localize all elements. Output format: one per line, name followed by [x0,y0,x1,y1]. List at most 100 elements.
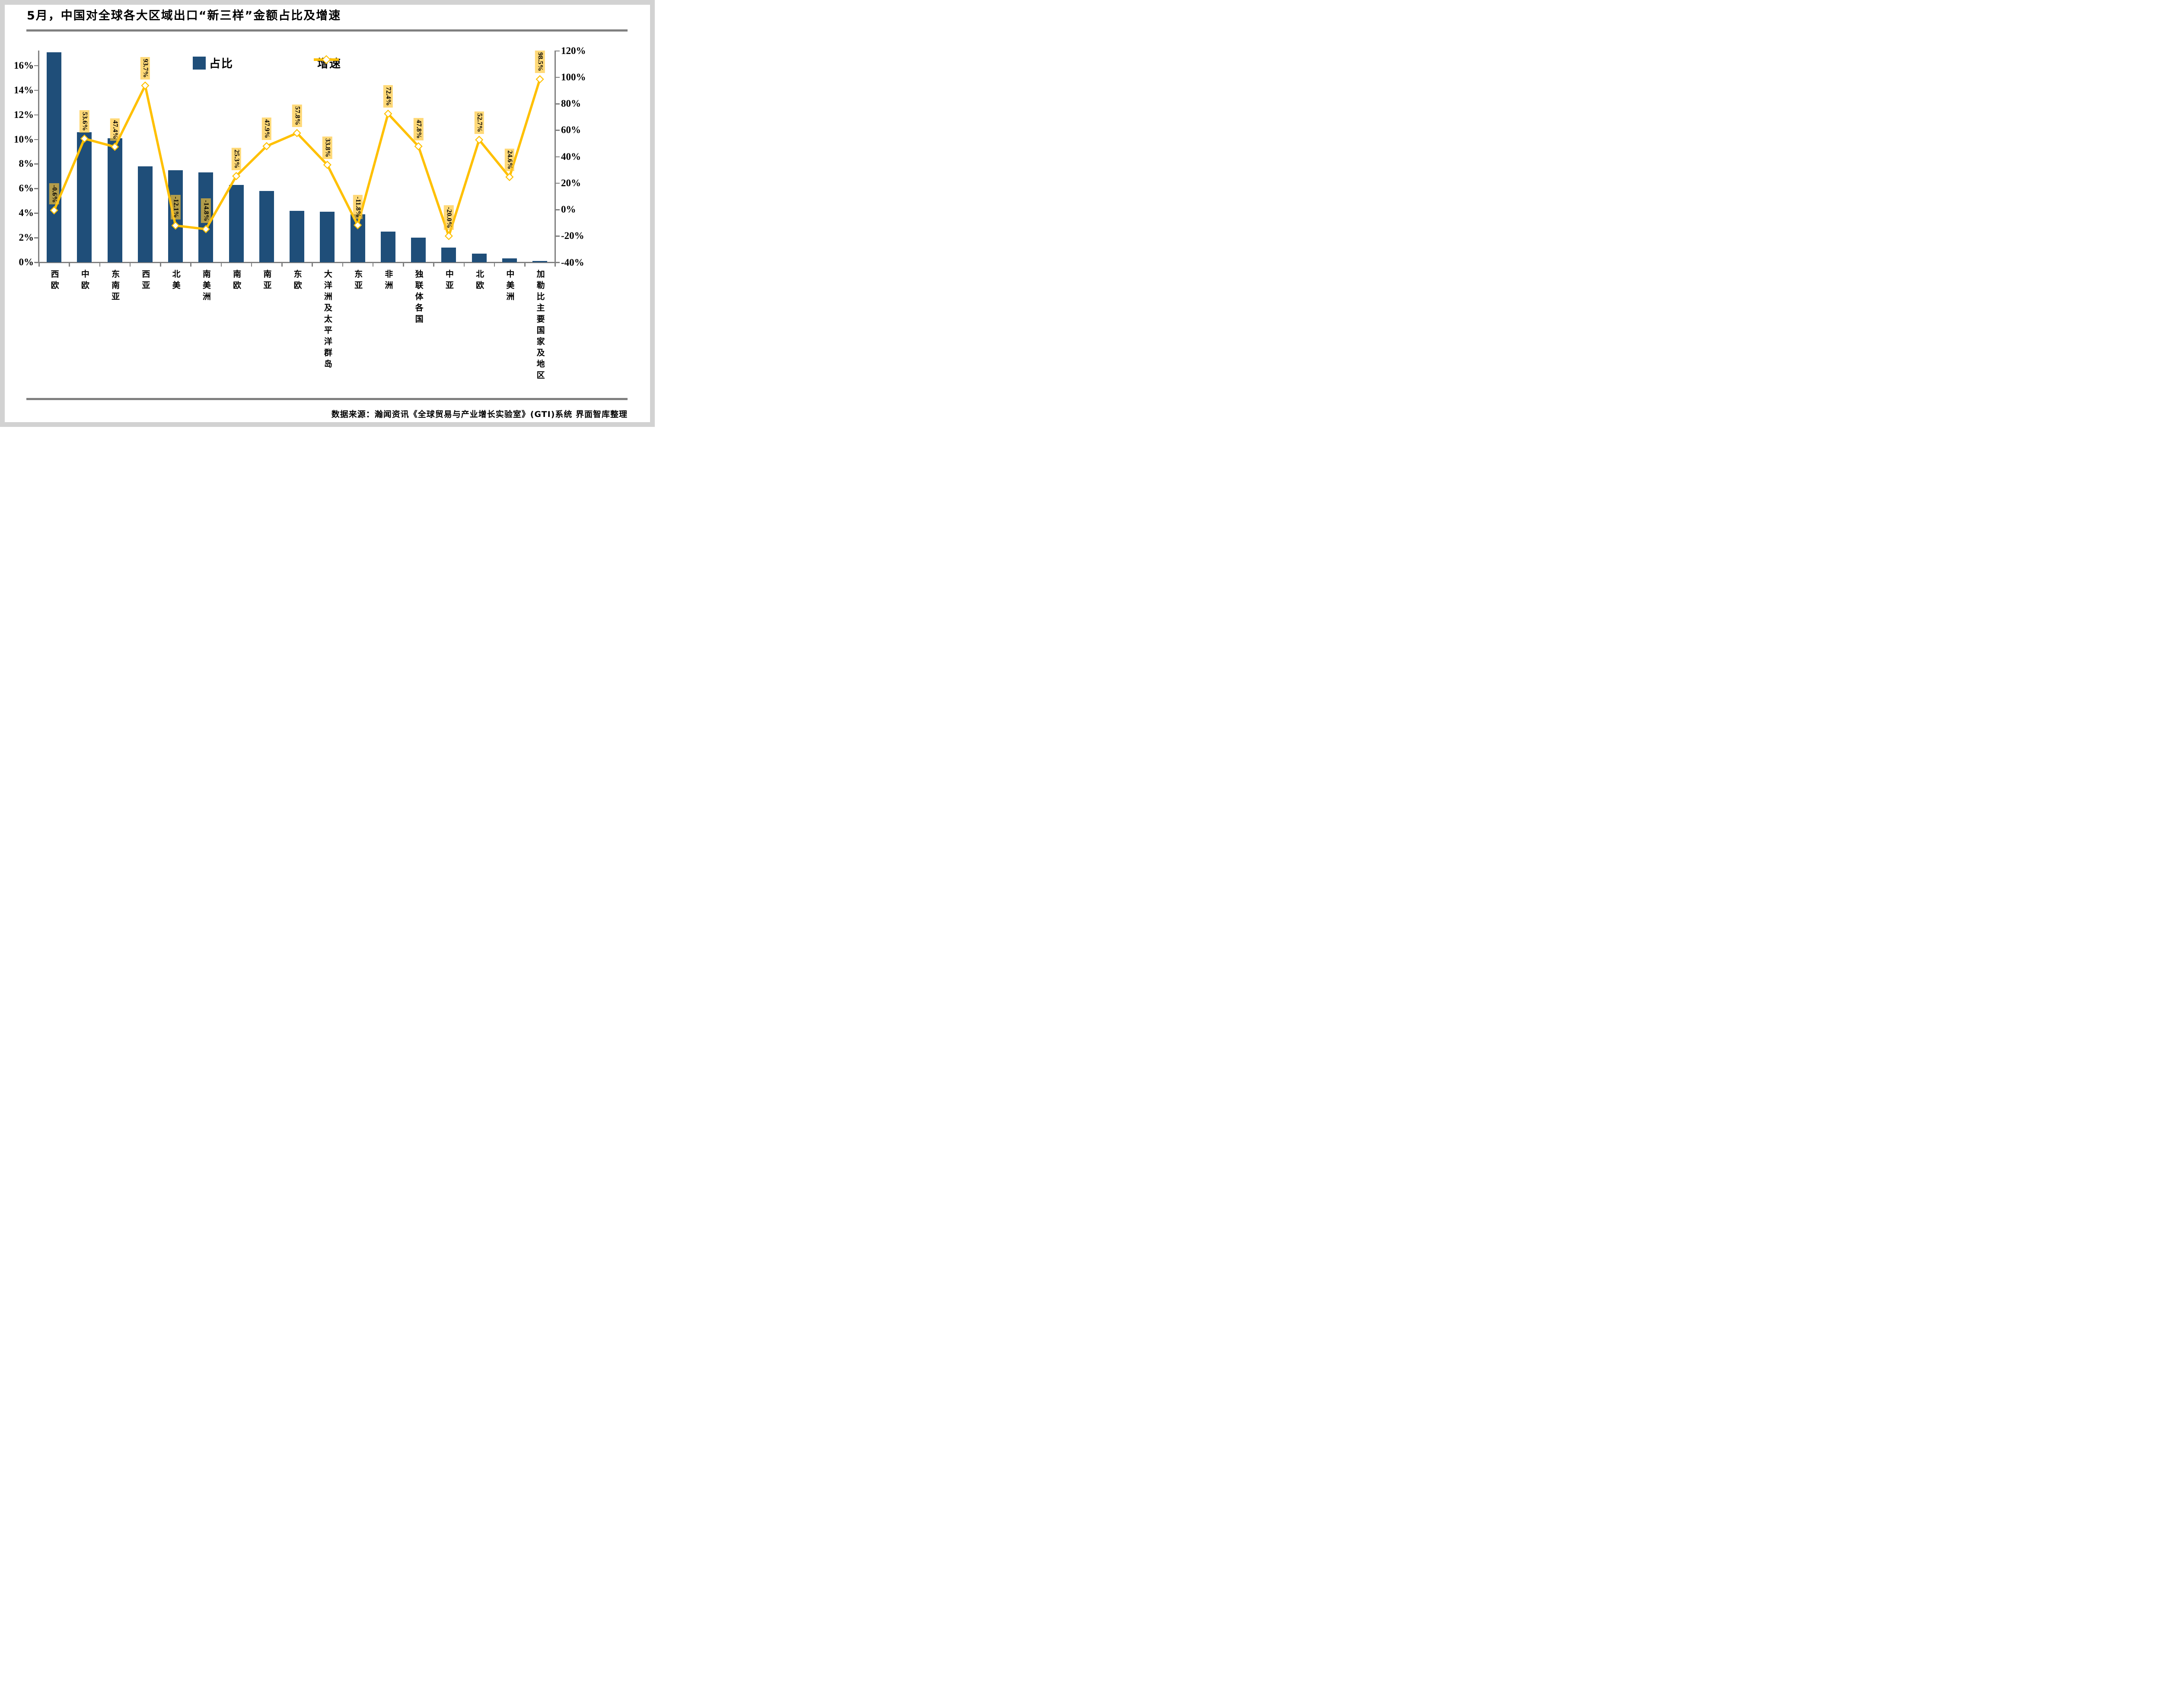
growth-marker-diamond [535,75,544,83]
category-label: 西欧 [49,270,59,292]
bar [290,210,305,262]
growth-marker-diamond [293,129,301,137]
left-axis-tick [34,114,38,116]
bar [107,138,122,262]
left-axis-tick [34,139,38,140]
window-frame-left [0,0,5,427]
growth-data-label: 47.9% [261,118,272,140]
category-label: 南美洲 [201,270,211,303]
right-axis-tick-label: 120% [561,45,586,56]
category-label: 大洋洲及太平洋群岛 [322,270,332,371]
chart-title: 5月，中国对全球各大区域出口“新三样”金额占比及增速 [27,9,341,22]
bar [229,184,244,262]
growth-marker-diamond [444,232,453,240]
category-label: 中欧 [80,270,89,292]
category-label: 东南亚 [110,270,120,303]
x-axis-tick [463,263,465,267]
right-axis-tick-label: 40% [561,151,581,162]
category-label: 中亚 [444,270,454,292]
x-axis-tick [129,263,131,267]
left-axis-tick [34,65,38,67]
left-axis-tick-label: 4% [19,207,34,219]
right-axis-tick-label: 100% [561,71,586,83]
bar [47,52,62,262]
x-axis-tick [433,263,434,267]
growth-data-label: 47.8% [413,118,424,140]
category-label: 北欧 [475,270,484,292]
growth-data-label: 24.6% [504,148,515,171]
window-frame-right [650,0,655,427]
right-axis-tick [556,103,560,105]
left-axis-tick [34,261,38,263]
category-label: 东亚 [353,270,363,292]
chart-image: 5月，中国对全球各大区域出口“新三样”金额占比及增速 占比 增速 16% 14% 1… [0,0,655,427]
bar [259,191,274,262]
bar [441,247,456,262]
right-axis-tick [556,50,560,51]
growth-data-label: -14.8% [201,198,211,223]
left-axis-tick-label: 2% [19,232,34,243]
category-label: 西亚 [140,270,150,292]
category-label: 中美洲 [505,270,515,303]
right-axis-tick [556,182,560,184]
left-axis-tick [34,213,38,214]
title-divider [26,29,628,32]
category-label: 北美 [171,270,181,292]
left-axis-tick-label: 12% [14,109,34,120]
right-axis-line [555,51,556,263]
right-axis-tick-label: 60% [561,124,581,136]
category-label: 加勒比主要国家及地区 [535,270,545,382]
bar [502,258,517,262]
growth-data-label: -20.0% [444,205,454,230]
left-axis-tick [34,163,38,165]
growth-marker-diamond [141,81,150,90]
growth-data-label: 47.4% [110,118,120,141]
legend-item-share: 占比 [193,55,233,71]
growth-data-label: 53.6% [80,110,89,133]
category-label: 非洲 [383,270,393,292]
legend-label-growth: 增速 [317,57,342,70]
growth-marker-diamond [505,173,514,181]
right-axis-tick [556,209,560,210]
left-axis-tick-label: 16% [14,60,34,71]
category-label: 南欧 [232,270,242,292]
bar [532,261,548,262]
growth-data-label: 72.4% [383,85,393,108]
left-axis-tick-label: 6% [19,183,34,194]
growth-data-label: 33.8% [322,136,332,159]
right-axis-tick [556,262,560,263]
left-axis-tick-label: 10% [14,134,34,145]
legend-label-share: 占比 [209,57,234,70]
bar [350,214,365,262]
growth-marker-diamond [262,142,271,150]
window-frame-bottom [0,422,655,427]
bar [380,231,395,262]
x-axis-tick [494,263,495,267]
growth-data-label: 52.7% [474,111,484,134]
right-axis-tick-label: 80% [561,98,581,109]
growth-data-label: -12.1% [170,194,181,220]
legend-item-growth: 增速 [314,55,341,71]
bar [411,238,426,262]
left-axis-tick-label: 8% [19,158,34,169]
growth-data-label: -0.6% [49,183,59,204]
x-axis-tick [372,263,374,267]
x-axis-line [35,262,560,263]
right-axis-tick [556,235,560,237]
growth-data-label: 98.5% [535,51,545,73]
bar [320,212,335,262]
right-axis-tick [556,76,560,78]
left-axis-tick [34,89,38,91]
left-axis-tick [34,188,38,189]
growth-marker-diamond [232,172,241,181]
left-axis-line [38,51,39,263]
x-axis-tick [342,263,343,267]
category-label: 南亚 [262,270,272,292]
window-frame-top [0,0,655,5]
x-axis-tick [281,263,283,267]
x-axis-tick [190,263,191,267]
right-axis-tick-label: 0% [561,204,576,215]
x-axis-tick [69,263,70,267]
growth-data-label: -11.8% [353,194,363,219]
right-axis-tick [556,156,560,157]
